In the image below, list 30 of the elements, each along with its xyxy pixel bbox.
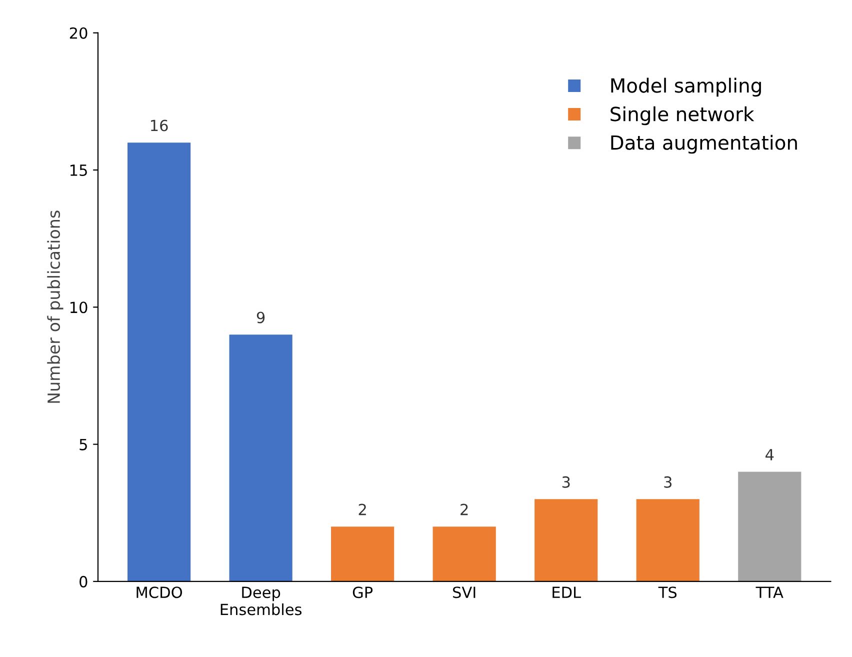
x-tick-label: TTA (756, 586, 784, 598)
x-tick-label: MCDO (136, 586, 182, 598)
y-tick-label: 20 (70, 27, 88, 39)
data-label: 2 (460, 504, 468, 516)
x-tick-label: SVI (453, 586, 476, 598)
data-label: 3 (664, 476, 672, 488)
bar (534, 499, 598, 582)
data-label: 16 (151, 120, 168, 132)
y-axis-title: Number of publications (47, 210, 64, 403)
x-tick-label: GP (352, 586, 373, 598)
y-tick-label: 10 (70, 302, 88, 314)
bar (738, 472, 802, 582)
x-tick-label: Deep Ensembles (220, 586, 302, 616)
bar (127, 142, 191, 582)
data-label: 4 (766, 449, 774, 460)
y-tick-label: 0 (80, 576, 88, 588)
data-label: 3 (562, 476, 570, 488)
legend-label: Data augmentation (611, 134, 797, 154)
y-tick-label: 5 (80, 438, 87, 450)
legend-label: Model sampling (611, 78, 761, 97)
bar (636, 499, 700, 582)
bar (229, 334, 292, 582)
x-tick-label: TS (658, 586, 677, 598)
bar (331, 526, 394, 582)
legend-label: Single network (610, 106, 754, 126)
data-label: 9 (256, 312, 265, 324)
data-label: 2 (358, 504, 366, 516)
y-tick-label: 15 (70, 164, 87, 176)
bar (432, 526, 496, 582)
x-tick-label: EDL (552, 586, 581, 598)
